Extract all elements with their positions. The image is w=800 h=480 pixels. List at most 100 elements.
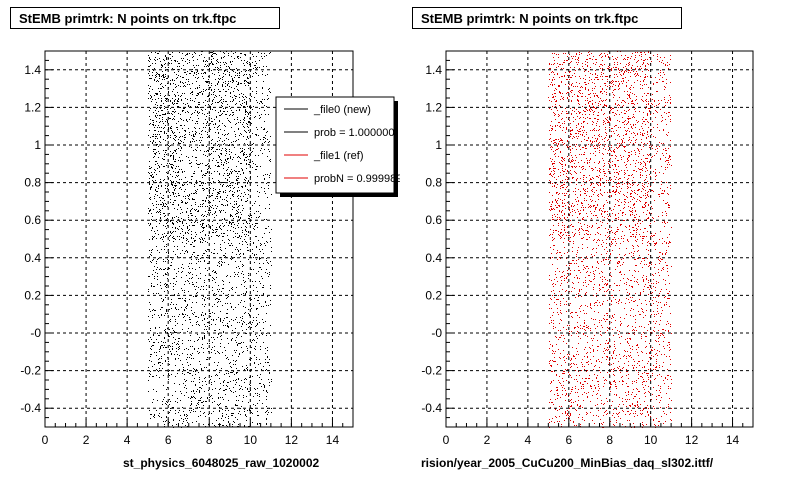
data-point (157, 53, 158, 54)
data-point (245, 55, 246, 56)
data-point (229, 75, 230, 76)
data-point (269, 175, 270, 176)
data-point (237, 180, 238, 181)
data-point (178, 142, 179, 143)
data-point (231, 415, 232, 416)
data-point (564, 75, 565, 76)
data-point (162, 206, 163, 207)
data-point (650, 413, 651, 414)
data-point (611, 244, 612, 245)
data-point (167, 113, 168, 114)
data-point (242, 186, 243, 187)
data-point (612, 108, 613, 109)
data-point (221, 97, 222, 98)
data-point (172, 237, 173, 238)
data-point (149, 178, 150, 179)
data-point (202, 175, 203, 176)
data-point (202, 238, 203, 239)
data-point (236, 360, 237, 361)
data-point (224, 318, 225, 319)
data-point (263, 287, 264, 288)
data-point (218, 78, 219, 79)
data-point (600, 305, 601, 306)
data-point (186, 240, 187, 241)
data-point (159, 75, 160, 76)
data-point (552, 219, 553, 220)
data-point (256, 73, 257, 74)
data-point (266, 424, 267, 425)
data-point (175, 227, 176, 228)
data-point (166, 223, 167, 224)
data-point (585, 111, 586, 112)
data-point (622, 70, 623, 71)
data-point (221, 368, 222, 369)
data-point (240, 83, 241, 84)
data-point (252, 224, 253, 225)
data-point (590, 140, 591, 141)
data-point (204, 338, 205, 339)
data-point (229, 222, 230, 223)
data-point (211, 376, 212, 377)
data-point (225, 81, 226, 82)
data-point (602, 153, 603, 154)
data-point (257, 223, 258, 224)
data-point (161, 249, 162, 250)
data-point (261, 101, 262, 102)
data-point (193, 75, 194, 76)
data-point (158, 234, 159, 235)
data-point (203, 127, 204, 128)
data-point (214, 346, 215, 347)
data-point (157, 191, 158, 192)
data-point (253, 163, 254, 164)
data-point (214, 381, 215, 382)
data-point (200, 163, 201, 164)
data-point (178, 160, 179, 161)
data-point (232, 70, 233, 71)
data-point (255, 169, 256, 170)
data-point (183, 110, 184, 111)
data-point (192, 282, 193, 283)
data-point (149, 116, 150, 117)
data-point (231, 372, 232, 373)
data-point (198, 324, 199, 325)
data-point (224, 125, 225, 126)
data-point (621, 75, 622, 76)
data-point (180, 76, 181, 77)
data-point (187, 202, 188, 203)
data-point (160, 365, 161, 366)
data-point (257, 176, 258, 177)
data-point (155, 138, 156, 139)
data-point (235, 340, 236, 341)
data-point (242, 352, 243, 353)
data-point (153, 259, 154, 260)
data-point (181, 277, 182, 278)
data-point (225, 150, 226, 151)
data-point (238, 129, 239, 130)
data-point (591, 388, 592, 389)
data-point (610, 158, 611, 159)
data-point (149, 239, 150, 240)
data-point (218, 180, 219, 181)
data-point (170, 346, 171, 347)
data-point (150, 189, 151, 190)
data-point (180, 125, 181, 126)
data-point (164, 106, 165, 107)
data-point (246, 168, 247, 169)
data-point (163, 150, 164, 151)
data-point (237, 89, 238, 90)
data-point (212, 100, 213, 101)
data-point (263, 306, 264, 307)
data-point (246, 160, 247, 161)
data-point (643, 281, 644, 282)
data-point (188, 106, 189, 107)
data-point (156, 102, 157, 103)
data-point (584, 82, 585, 83)
data-point (266, 258, 267, 259)
data-point (241, 83, 242, 84)
data-point (191, 397, 192, 398)
data-point (156, 81, 157, 82)
data-point (236, 123, 237, 124)
data-point (193, 150, 194, 151)
data-point (171, 233, 172, 234)
data-point (262, 334, 263, 335)
